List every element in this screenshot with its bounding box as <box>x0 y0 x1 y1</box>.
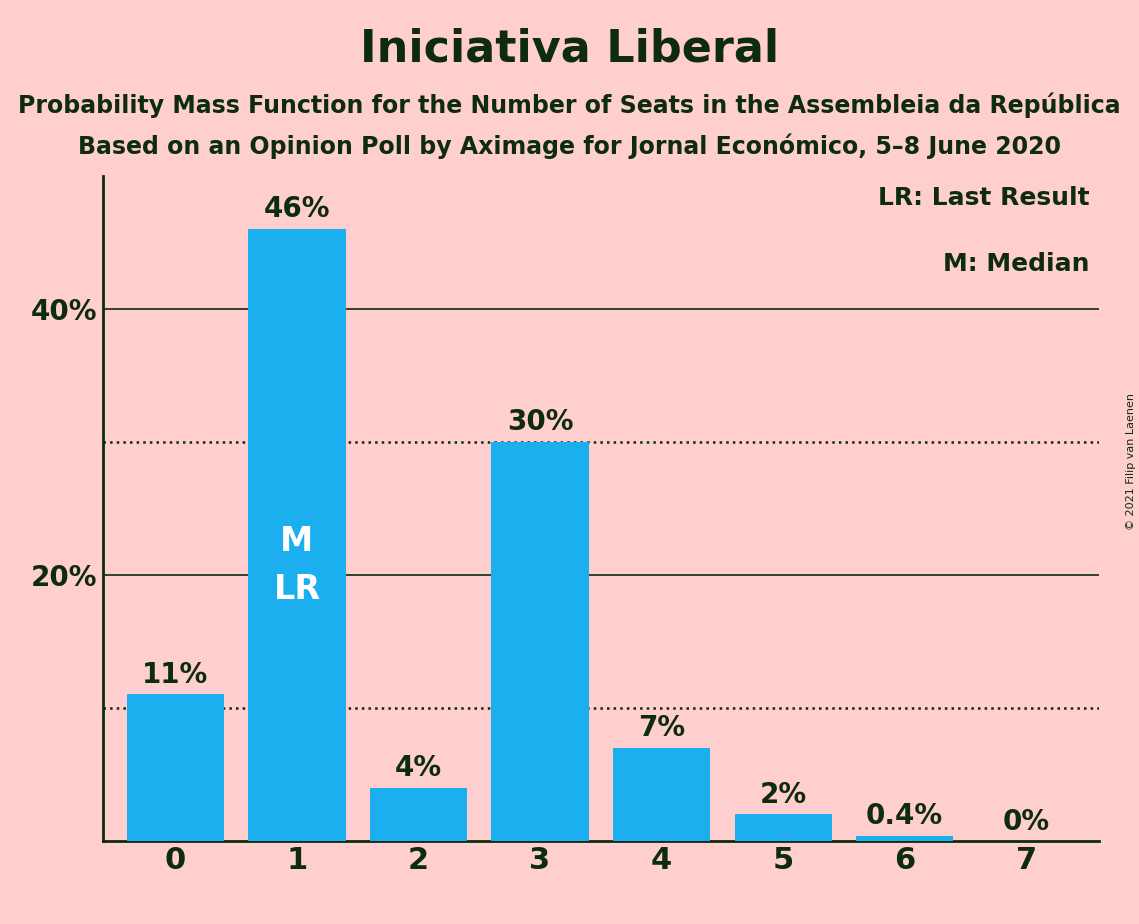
Text: 11%: 11% <box>142 662 208 689</box>
Bar <box>126 695 224 841</box>
Bar <box>857 835 953 841</box>
Text: Based on an Opinion Poll by Aximage for Jornal Económico, 5–8 June 2020: Based on an Opinion Poll by Aximage for … <box>77 134 1062 160</box>
Bar <box>613 748 711 841</box>
Bar <box>370 787 467 841</box>
Text: 0.4%: 0.4% <box>866 802 943 830</box>
Text: 46%: 46% <box>264 196 330 224</box>
Bar <box>491 442 589 841</box>
Text: 2%: 2% <box>760 781 806 808</box>
Bar <box>248 229 345 841</box>
Text: Probability Mass Function for the Number of Seats in the Assembleia da República: Probability Mass Function for the Number… <box>18 92 1121 118</box>
Text: 7%: 7% <box>638 714 686 742</box>
Text: © 2021 Filip van Laenen: © 2021 Filip van Laenen <box>1126 394 1136 530</box>
Text: M
LR: M LR <box>273 525 320 606</box>
Text: 4%: 4% <box>395 754 442 783</box>
Text: LR: Last Result: LR: Last Result <box>877 186 1089 210</box>
Bar <box>735 814 831 841</box>
Text: 30%: 30% <box>507 408 573 436</box>
Text: 0%: 0% <box>1002 808 1050 835</box>
Text: Iniciativa Liberal: Iniciativa Liberal <box>360 28 779 71</box>
Text: M: Median: M: Median <box>943 252 1089 276</box>
